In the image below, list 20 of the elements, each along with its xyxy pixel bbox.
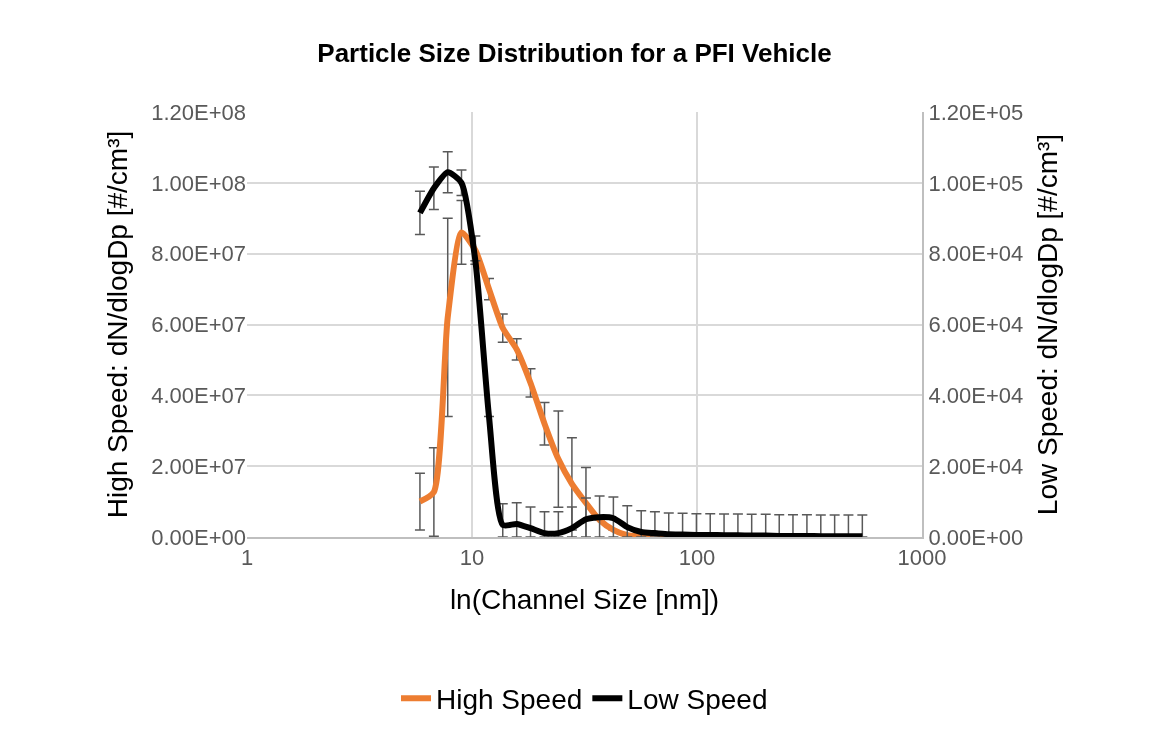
y-tick-label: 2.00E+07 xyxy=(151,453,246,479)
legend-label: Low Speed xyxy=(627,684,768,716)
y2-tick-label: 2.00E+04 xyxy=(928,453,1024,479)
y2-tick-label: 1.00E+05 xyxy=(928,170,1024,196)
y2-tick-label: 4.00E+04 xyxy=(928,383,1024,409)
x-axis-title: ln(Channel Size [nm]) xyxy=(449,584,720,615)
y2-tick-label: 6.00E+04 xyxy=(928,312,1024,338)
legend-label: High Speed xyxy=(436,684,583,716)
y2-tick-label: 8.00E+04 xyxy=(928,241,1024,267)
y-tick-label: 4.00E+07 xyxy=(151,383,246,409)
y-tick-label: 1.00E+08 xyxy=(151,170,246,196)
y-tick-label: 1.20E+08 xyxy=(151,99,246,125)
y-tick-label: 8.00E+07 xyxy=(151,241,246,267)
y2-tick-label: 1.20E+05 xyxy=(928,99,1024,125)
y2-axis-title: Low Speed: dN/dlogDp [#/cm³] xyxy=(1031,133,1063,516)
x-tick-label: 10 xyxy=(459,545,485,571)
x-tick-label: 100 xyxy=(678,545,716,571)
y-tick-label: 6.00E+07 xyxy=(151,312,246,338)
y-axis-title: High Speed: dN/dlogDp [#/cm³] xyxy=(101,130,133,519)
chart-title: Particle Size Distribution for a PFI Vehicle xyxy=(317,37,832,68)
